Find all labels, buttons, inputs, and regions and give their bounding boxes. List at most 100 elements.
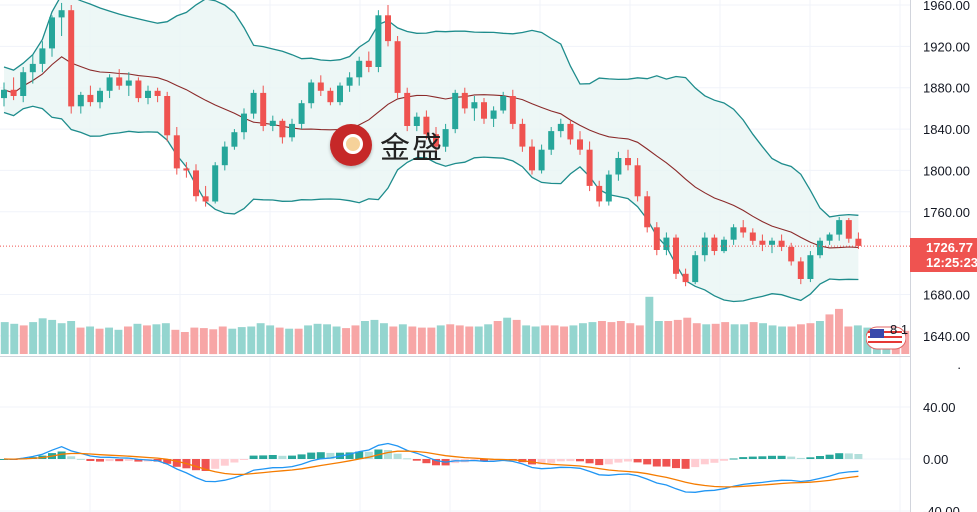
volume-bar xyxy=(228,328,237,354)
candle xyxy=(529,139,535,175)
volume-bar xyxy=(133,323,142,355)
volume-bar xyxy=(569,325,578,354)
candle-body xyxy=(154,90,161,96)
macd-histogram-bar xyxy=(662,459,671,467)
volume-bar xyxy=(474,326,483,354)
macd-histogram-bar xyxy=(720,459,728,461)
macd-histogram-bar xyxy=(835,453,844,459)
bollinger-upper-line xyxy=(3,0,859,218)
macd-histogram-bar xyxy=(729,458,738,460)
watermark-logo: 金盛 xyxy=(330,122,444,168)
macd-histogram-bar xyxy=(816,456,824,459)
macd-axis: 40.00 0.00 -40.00 xyxy=(923,400,960,512)
volume-bar xyxy=(190,327,199,354)
candle xyxy=(644,191,651,233)
volume-bar xyxy=(455,325,464,354)
candle-body xyxy=(423,116,430,135)
candle-body xyxy=(58,10,65,18)
candle xyxy=(490,106,497,127)
macd-histogram-bar xyxy=(412,459,421,461)
macd-histogram-bar xyxy=(316,452,325,459)
price-tick-label: 1840.00 xyxy=(923,122,970,137)
volume-bar xyxy=(180,332,189,354)
candle xyxy=(375,10,382,73)
macd-histogram-bar xyxy=(556,459,565,462)
logo-text: 金盛 xyxy=(380,131,444,166)
candle xyxy=(308,79,315,109)
candle-body xyxy=(749,232,756,241)
macd-histogram-bar xyxy=(76,458,85,460)
volume-bar xyxy=(749,322,758,354)
us-flag-icon[interactable] xyxy=(866,325,906,351)
candle-body xyxy=(327,90,334,103)
candle-body xyxy=(692,255,699,283)
candle xyxy=(241,108,247,140)
candle xyxy=(154,87,161,103)
volume-bar xyxy=(199,328,208,354)
volume-bar xyxy=(67,321,76,354)
candle xyxy=(586,141,593,192)
volume-bar xyxy=(427,327,436,354)
volume-bar xyxy=(531,326,540,354)
volume-bar xyxy=(0,322,9,354)
volume-bar xyxy=(825,314,834,354)
macd-histogram-bar xyxy=(355,451,364,459)
candle-body xyxy=(644,196,651,228)
macd-histogram-bar xyxy=(691,459,700,468)
price-tick-label: 1920.00 xyxy=(923,39,970,54)
candle xyxy=(1,82,7,107)
current-price-value: 1726.77 xyxy=(926,240,973,255)
candle-body xyxy=(404,92,411,126)
candle-body xyxy=(308,82,315,104)
candle-body xyxy=(87,94,94,103)
macd-histogram-bar xyxy=(566,459,575,462)
volume-bar xyxy=(503,317,512,354)
macd-histogram-bar xyxy=(681,459,690,469)
volume-bar xyxy=(408,326,417,354)
candle xyxy=(625,149,631,171)
volume-bar xyxy=(645,296,654,354)
candle xyxy=(365,51,372,73)
volume-bar xyxy=(560,326,568,354)
candle xyxy=(826,232,833,245)
candle xyxy=(231,129,238,150)
candle xyxy=(452,89,459,134)
candle xyxy=(289,118,295,142)
logo-mark-icon xyxy=(330,124,372,166)
volume-bar xyxy=(436,325,445,354)
candle xyxy=(721,236,727,254)
volume-bar xyxy=(304,325,312,354)
price-tick-label: 1680.00 xyxy=(923,288,970,303)
macd-histogram-bar xyxy=(489,459,498,461)
volume-bar xyxy=(626,323,635,354)
macd-histogram-bar xyxy=(585,459,594,464)
candle xyxy=(116,69,123,90)
volume-bar xyxy=(294,328,303,354)
volume-bar xyxy=(161,323,170,354)
candle xyxy=(260,85,267,132)
candle xyxy=(577,131,583,155)
candle xyxy=(135,77,142,103)
candle-body xyxy=(740,227,747,233)
candle-body xyxy=(845,220,852,239)
candle-body xyxy=(145,90,151,98)
macd-histogram-bar xyxy=(403,458,412,460)
candle-body xyxy=(183,168,190,171)
volume-bar xyxy=(143,325,151,354)
volume-bar xyxy=(95,328,104,354)
candle-body xyxy=(164,96,171,136)
candle-body xyxy=(1,89,7,99)
macd-histogram-bar xyxy=(672,459,680,469)
candle-body xyxy=(759,240,766,245)
macd-histogram-bar xyxy=(134,459,143,462)
candle-body xyxy=(221,146,228,166)
volume-bar xyxy=(759,323,767,354)
candle xyxy=(385,5,391,47)
candle xyxy=(356,56,363,86)
candle xyxy=(749,228,756,245)
volume-bar xyxy=(484,324,493,354)
candle xyxy=(394,36,401,99)
candle-body xyxy=(269,120,276,126)
candle-body xyxy=(97,90,103,103)
volume-bar xyxy=(152,324,161,354)
